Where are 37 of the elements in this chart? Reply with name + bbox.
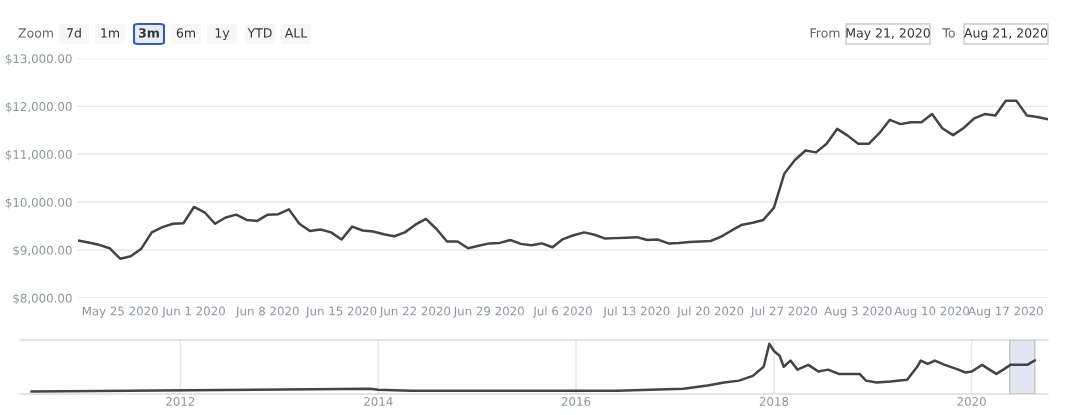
x-tick-label: Aug 17 2020	[968, 306, 1043, 318]
x-tick-label: 2014	[364, 396, 393, 406]
y-tick-label: $11,000.00	[5, 149, 72, 161]
x-tick-label: Jul 20 2020	[676, 306, 744, 318]
x-tick-label: Jul 13 2020	[602, 306, 670, 318]
x-tick-label: 2012	[166, 396, 195, 406]
x-tick-label: Jul 6 2020	[532, 306, 592, 318]
x-tick-label: May 25 2020	[82, 306, 158, 318]
text: YTD	[247, 28, 272, 38]
x-tick-label: Aug 10 2020	[894, 306, 970, 318]
x-tick-label: Jun 15 2020	[305, 306, 377, 318]
text: Aug 21, 2020	[964, 28, 1048, 41]
x-tick-label: Jun 29 2020	[453, 306, 524, 318]
text: 6m	[176, 28, 195, 38]
text: May 21, 2020	[846, 28, 930, 41]
x-tick-label: 2016	[561, 396, 591, 406]
text: To	[942, 28, 955, 38]
text: ALL	[284, 28, 308, 38]
x-tick-label: Jun 8 2020	[235, 306, 299, 318]
y-tick-label: $8,000.00	[13, 293, 72, 305]
x-tick-label: Jun 22 2020	[379, 306, 451, 318]
x-tick-label: 2020	[957, 396, 986, 406]
text: 3m	[138, 28, 159, 38]
y-tick-label: $12,000.00	[5, 101, 72, 113]
x-tick-label: 2018	[759, 396, 789, 406]
y-tick-label: $9,000.00	[13, 245, 72, 257]
x-tick-label: Aug 3 2020	[824, 306, 892, 318]
line-series	[78, 99, 1048, 260]
x-tick-label: Jul 27 2020	[750, 306, 818, 318]
text: Zoom	[18, 28, 53, 38]
x-tick-label: Jun 1 2020	[161, 306, 225, 318]
text: From	[810, 28, 840, 38]
y-tick-label: $10,000.00	[5, 197, 72, 209]
text: 7d	[67, 27, 81, 38]
text: 1y	[215, 28, 230, 41]
text: 1m	[101, 28, 119, 38]
y-tick-label: $13,000.00	[5, 54, 72, 65]
